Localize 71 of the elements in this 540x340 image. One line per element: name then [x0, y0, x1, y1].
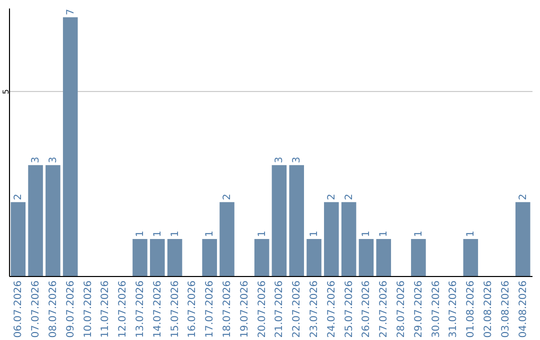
y-tick-label: 5 [2, 89, 10, 94]
data-label: 2 [344, 194, 355, 200]
bar [341, 202, 356, 276]
data-label: 2 [518, 194, 529, 200]
x-tick-label: 27.07.2026 [378, 280, 390, 338]
bar [463, 239, 478, 276]
bar [167, 239, 182, 276]
data-label: 1 [152, 230, 164, 238]
data-label: 1 [256, 230, 268, 238]
bar [411, 239, 426, 276]
x-tick-label: 30.07.2026 [430, 280, 442, 338]
x-tick-label: 09.07.2026 [65, 280, 76, 338]
data-label: 2 [222, 194, 233, 200]
data-label: 3 [274, 156, 286, 164]
data-label: 1 [134, 230, 146, 238]
x-tick-label: 06.07.2026 [13, 280, 24, 338]
bar [46, 165, 60, 276]
x-tick-label: 11.07.2026 [100, 280, 112, 338]
bar [10, 202, 26, 276]
bar [220, 202, 234, 276]
x-tick-label: 01.08.2026 [466, 280, 477, 338]
x-tick-label: 28.07.2026 [396, 280, 408, 338]
data-label: 1 [170, 230, 181, 238]
x-tick-label: 02.08.2026 [483, 280, 494, 338]
x-tick-label: 19.07.2026 [239, 280, 250, 338]
data-label: 7 [65, 8, 76, 16]
x-tick-label: 20.07.2026 [256, 280, 268, 338]
bar [272, 165, 287, 276]
x-tick-label: 07.07.2026 [30, 280, 42, 338]
data-label: 1 [361, 230, 372, 238]
bar [62, 17, 78, 276]
bar [376, 239, 392, 276]
data-label: 1 [204, 230, 216, 238]
bar [515, 202, 530, 276]
bar [150, 239, 165, 276]
x-tick-label: 29.07.2026 [413, 280, 424, 338]
x-tick-label: 12.07.2026 [118, 280, 129, 338]
x-tick-label: 08.07.2026 [48, 280, 59, 338]
bar [306, 239, 322, 276]
data-label: 3 [292, 156, 303, 164]
x-tick-label: 13.07.2026 [134, 280, 146, 338]
x-tick-label: 21.07.2026 [274, 280, 286, 338]
bar [132, 239, 148, 276]
bar [254, 239, 270, 276]
data-label: 1 [413, 230, 424, 238]
x-tick-label: 18.07.2026 [222, 280, 233, 338]
bar [324, 202, 339, 276]
x-tick-label: 14.07.2026 [152, 280, 164, 338]
data-label: 1 [309, 230, 320, 238]
x-tick-label: 15.07.2026 [170, 280, 181, 338]
bar [202, 239, 217, 276]
data-label: 1 [466, 230, 477, 238]
x-tick-label: 10.07.2026 [82, 280, 94, 338]
x-tick-label: 17.07.2026 [204, 280, 216, 338]
x-tick-label: 16.07.2026 [187, 280, 198, 338]
x-tick-label: 23.07.2026 [309, 280, 320, 338]
x-tick-label: 22.07.2026 [292, 280, 303, 338]
x-tick-label: 26.07.2026 [361, 280, 372, 338]
bar [28, 165, 43, 276]
data-label: 3 [48, 156, 59, 164]
x-tick-label: 03.08.2026 [500, 280, 512, 338]
x-tick-label: 04.08.2026 [518, 280, 529, 338]
data-label: 3 [30, 156, 42, 164]
bar [358, 239, 374, 276]
data-label: 2 [326, 194, 338, 200]
bar [289, 165, 304, 276]
x-tick-label: 25.07.2026 [344, 280, 355, 338]
x-tick-label: 31.07.2026 [448, 280, 460, 338]
data-label: 2 [13, 194, 24, 200]
data-label: 1 [378, 230, 390, 238]
x-tick-label: 24.07.2026 [326, 280, 338, 338]
